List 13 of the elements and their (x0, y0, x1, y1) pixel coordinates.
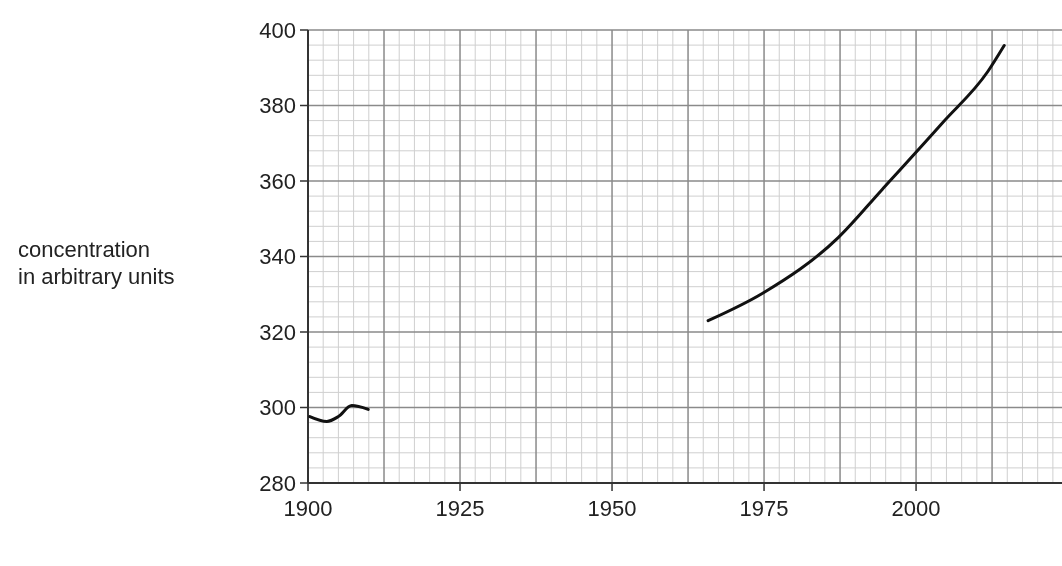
x-tick-label: 1925 (435, 496, 485, 521)
y-tick-label: 280 (259, 470, 296, 496)
y-tick-label: 380 (259, 93, 296, 119)
x-tick-label: 1900 (283, 496, 333, 521)
x-tick-label: 1950 (587, 496, 637, 521)
x-tick-label: 1975 (739, 496, 789, 521)
y-tick-label: 320 (259, 319, 296, 345)
y-tick-label: 300 (259, 395, 296, 421)
y-axis-title: concentration in arbitrary units (18, 237, 175, 289)
y-tick-label: 400 (259, 17, 296, 43)
y-tick-label: 340 (259, 244, 296, 270)
y-tick-label: 360 (259, 168, 296, 194)
x-tick-label: 2000 (891, 496, 941, 521)
